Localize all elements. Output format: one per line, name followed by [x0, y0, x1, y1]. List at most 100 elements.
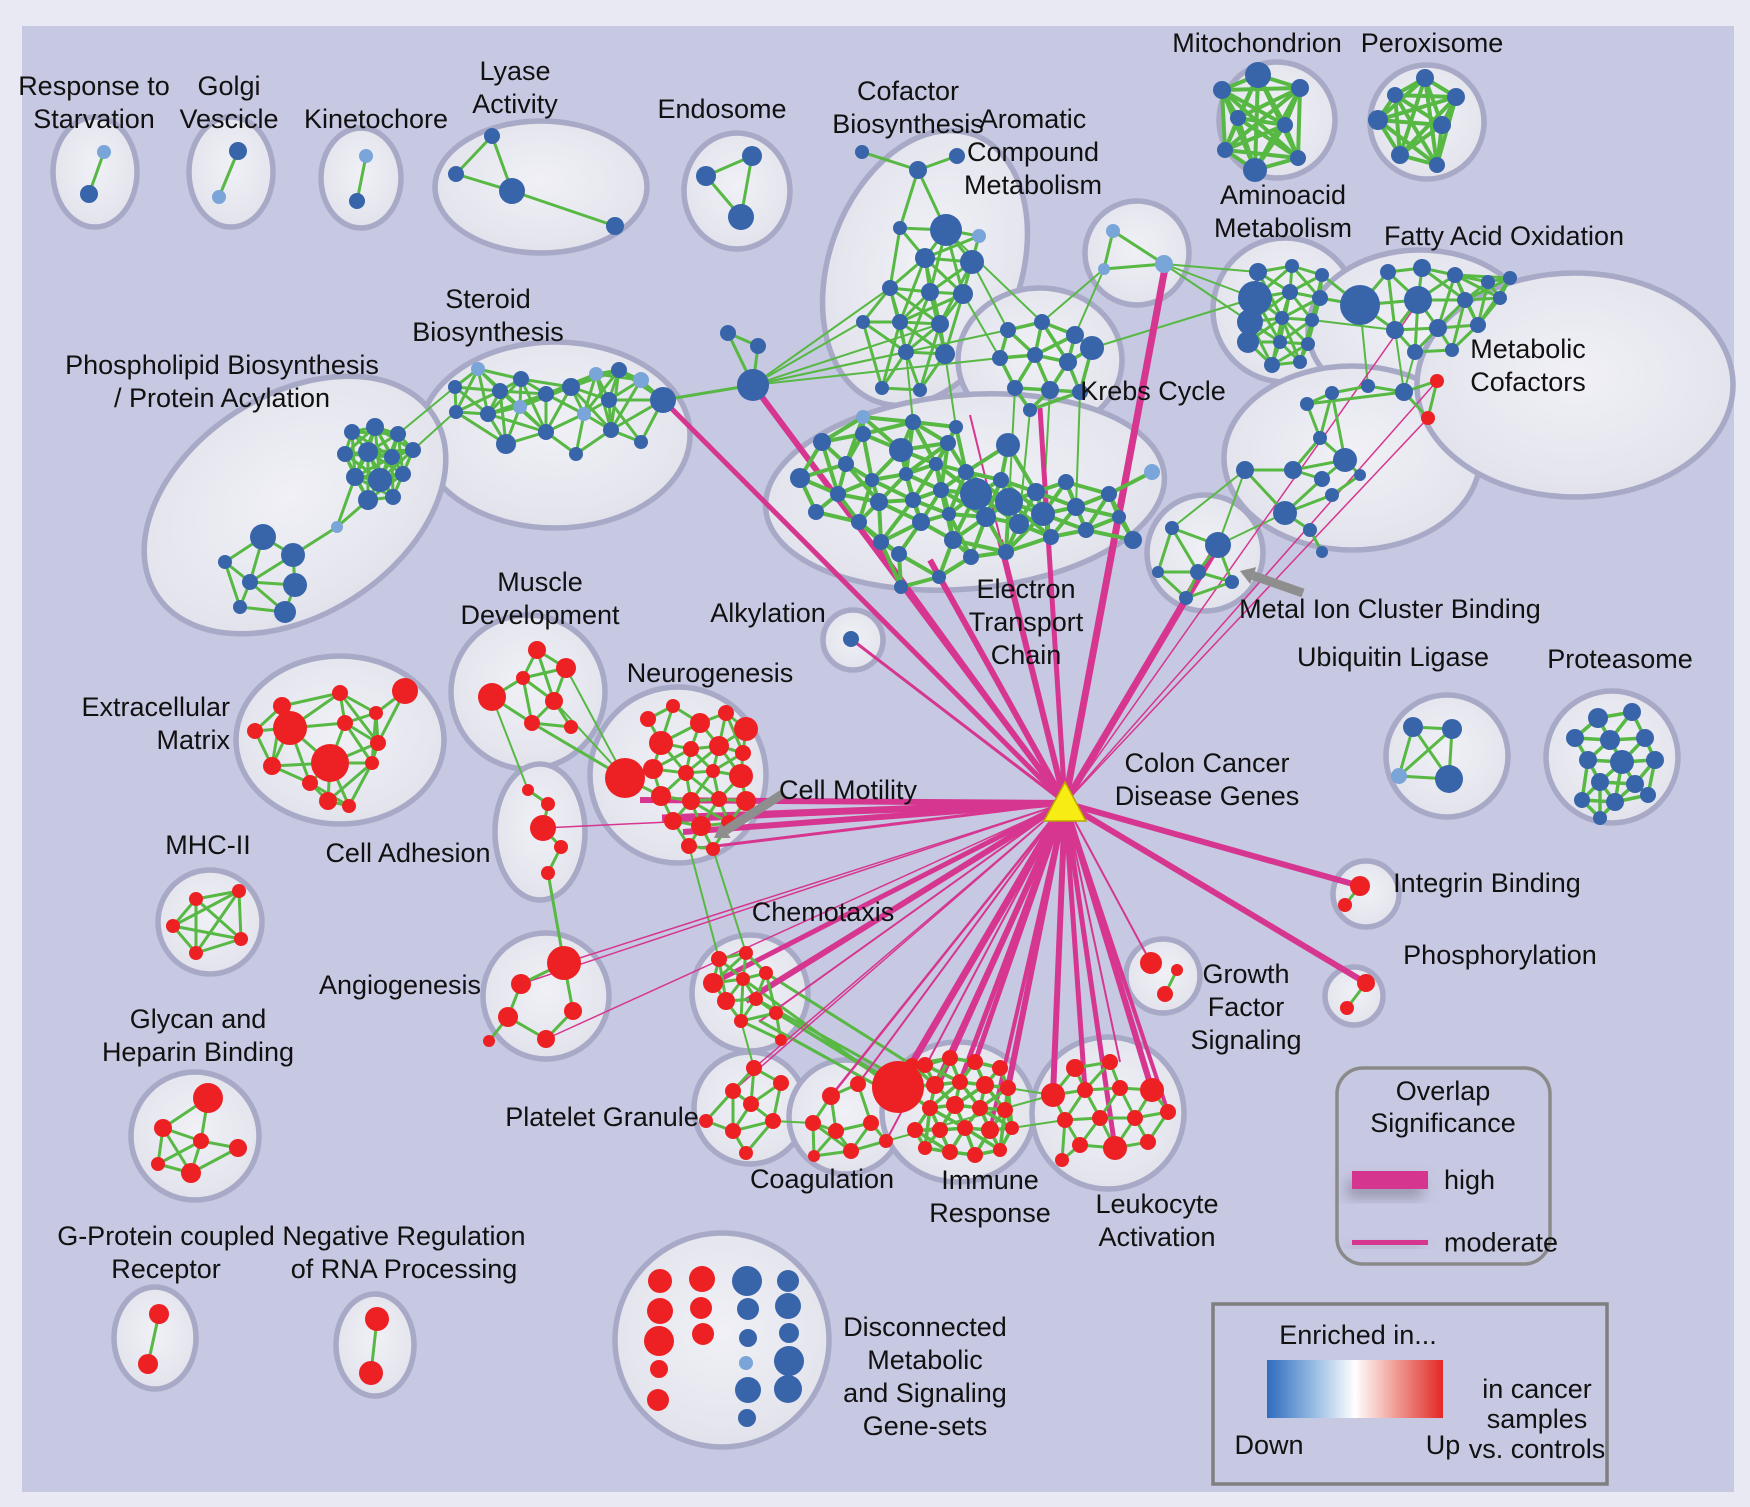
gene-set-node — [863, 1115, 879, 1131]
gene-set-node — [1416, 69, 1434, 87]
gene-set-node — [666, 699, 680, 713]
gene-set-node — [1144, 464, 1160, 480]
gene-set-node — [865, 473, 879, 487]
overlap-edge — [1063, 800, 1368, 986]
gene-set-node — [1435, 765, 1463, 793]
gene-set-node — [511, 974, 531, 994]
gene-set-node — [366, 418, 384, 436]
green-link — [740, 1020, 755, 1069]
label-coagulation: Coagulation — [750, 1164, 894, 1194]
gene-set-node — [972, 229, 986, 243]
gene-set-edge — [943, 292, 965, 356]
gene-set-node — [678, 765, 694, 781]
gene-set-node — [996, 433, 1020, 457]
gene-set-node — [1600, 730, 1620, 750]
gene-set-node — [843, 1143, 859, 1159]
gene-set-edge — [171, 924, 243, 941]
gene-set-node — [1103, 1136, 1127, 1160]
gene-set-node — [181, 1163, 201, 1183]
gene-set-node — [1315, 268, 1329, 282]
gene-set-node — [528, 641, 546, 659]
legend-label-moderate: moderate — [1444, 1228, 1558, 1258]
overlap-edge — [699, 801, 1066, 850]
label-disconnected-gene-sets: Disconnected Metabolic and Signaling Gene-s… — [843, 1312, 1007, 1441]
gene-set-node — [981, 1121, 999, 1139]
gene-set-node — [931, 315, 949, 333]
overlap-edge — [1064, 800, 1361, 889]
gene-set-node — [1027, 347, 1043, 363]
gene-set-node — [1481, 275, 1495, 289]
gene-set-node — [319, 792, 337, 810]
gene-set-node — [640, 711, 656, 727]
gene-set-node — [734, 1014, 748, 1028]
gene-set-node — [1249, 263, 1267, 281]
gene-set-node — [368, 468, 392, 492]
gene-set-node — [875, 381, 889, 395]
gene-set-edge — [237, 889, 243, 941]
gene-set-edge — [1376, 95, 1458, 122]
gene-set-node — [1646, 751, 1664, 769]
gene-set-node — [359, 1361, 383, 1385]
gene-set-node — [302, 775, 318, 791]
green-link — [1217, 469, 1246, 546]
gene-set-edge — [609, 378, 643, 432]
gene-set-node — [545, 692, 563, 710]
gene-set-node — [337, 715, 353, 731]
green-link — [971, 261, 1009, 331]
gene-set-node — [484, 128, 500, 144]
gene-set-node — [232, 884, 246, 898]
gene-set-node — [743, 1096, 759, 1112]
gene-set-edge — [904, 441, 950, 476]
gene-set-edge — [1397, 727, 1454, 778]
gene-set-node — [1421, 411, 1435, 425]
gene-set-node — [80, 185, 98, 203]
gene-set-node — [850, 1076, 866, 1092]
gene-set-node — [683, 741, 699, 757]
gene-set-node — [522, 784, 534, 796]
overlap-edge — [520, 802, 1066, 985]
gene-set-node — [513, 371, 529, 387]
gene-set-node — [1055, 1153, 1069, 1167]
gene-set-node — [1340, 285, 1380, 325]
gene-set-node — [882, 280, 898, 296]
label-kinetochore: Kinetochore — [304, 104, 448, 134]
gene-set-node — [1301, 337, 1315, 351]
legend-up-label: Up — [1426, 1430, 1461, 1460]
gene-set-node — [1354, 469, 1366, 481]
gene-set-node — [894, 580, 908, 594]
gene-set-node — [735, 745, 751, 761]
gene-set-node — [344, 424, 360, 440]
gene-set-node — [166, 919, 180, 933]
gene-set-node — [957, 1120, 973, 1136]
gene-set-node — [537, 1030, 555, 1048]
gene-set-node — [1293, 355, 1307, 369]
gene-set-node — [711, 791, 727, 807]
green-link — [397, 386, 456, 435]
gene-set-node — [263, 757, 281, 775]
gene-set-node — [138, 1354, 158, 1374]
cluster-fatty-acid-oxidation — [1340, 259, 1517, 360]
gene-set-node — [1059, 353, 1077, 371]
gene-set-node — [993, 472, 1009, 488]
label-mhc-ii: MHC-II — [165, 830, 250, 860]
label-cofactor-biosynthesis: Cofactor Biosynthesis — [832, 76, 984, 139]
gene-set-edge — [1223, 123, 1287, 152]
overlap-edge — [759, 802, 1066, 1022]
green-link — [944, 353, 957, 428]
legend-overlap-significance: Overlap Significance high moderate — [1335, 1066, 1558, 1266]
gene-set-node — [496, 434, 516, 454]
gene-set-node — [332, 685, 348, 701]
gene-set-edge — [1376, 118, 1439, 167]
gene-set-node — [547, 946, 581, 980]
cluster-mhc-ii — [166, 884, 248, 960]
gene-set-node — [696, 166, 716, 186]
cluster-coagulation — [805, 1076, 893, 1162]
gene-set-node — [1316, 546, 1328, 558]
gene-set-node — [384, 449, 400, 465]
gene-set-edge — [1220, 88, 1227, 152]
gene-set-node — [765, 1113, 781, 1129]
gene-set-node — [1000, 1080, 1016, 1096]
gene-set-node — [691, 816, 711, 836]
gene-set-node — [1005, 1121, 1019, 1135]
gene-set-node — [930, 214, 962, 246]
